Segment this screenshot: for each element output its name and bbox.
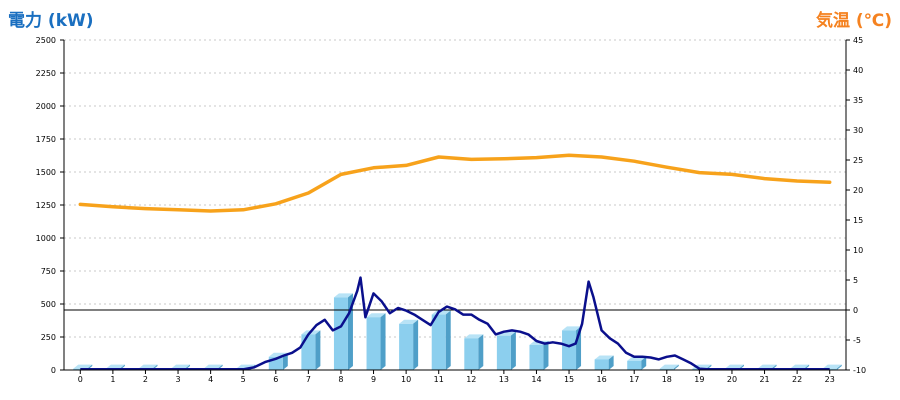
power-bar-front [399, 324, 413, 370]
right-tick-label: 25 [853, 156, 863, 165]
right-tick-label: 5 [853, 276, 858, 285]
power-bar [595, 355, 614, 370]
right-tick-label: 20 [853, 186, 863, 195]
left-tick-label: 750 [41, 267, 56, 276]
right-tick-label: 30 [853, 126, 863, 135]
x-tick-label: 17 [629, 375, 639, 384]
left-tick-label: 2000 [36, 102, 56, 111]
left-tick-label: 0 [51, 366, 56, 375]
power-bar-front [497, 336, 511, 370]
right-tick-label: 45 [853, 36, 863, 45]
power-line [80, 278, 829, 370]
power-bar-front [627, 361, 641, 370]
left-tick-label: 250 [41, 333, 56, 342]
power-bar-side [446, 311, 451, 370]
power-bar [399, 320, 418, 370]
x-tick-label: 3 [175, 375, 180, 384]
power-bar [497, 332, 516, 370]
x-tick-label: 6 [273, 375, 278, 384]
right-tick-label: -5 [853, 336, 861, 345]
power-bar [660, 365, 679, 370]
grid-lines [64, 40, 846, 337]
power-bar [627, 357, 646, 370]
x-tick-label: 5 [241, 375, 246, 384]
power-bar-side [511, 332, 516, 370]
right-tick-label: 15 [853, 216, 863, 225]
left-tick-label: 1250 [36, 201, 56, 210]
axes [60, 40, 850, 374]
power-bar [301, 330, 320, 370]
x-tick-label: 21 [759, 375, 769, 384]
x-tick-label: 7 [306, 375, 311, 384]
right-tick-label: 35 [853, 96, 863, 105]
left-tick-label: 1000 [36, 234, 56, 243]
x-tick-label: 22 [792, 375, 802, 384]
power-bar-front [367, 317, 381, 370]
power-bar-front [464, 338, 478, 370]
power-bar-side [413, 320, 418, 370]
x-tick-label: 4 [208, 375, 213, 384]
left-tick-label: 2250 [36, 69, 56, 78]
power-bar [464, 334, 483, 370]
left-tick-label: 2500 [36, 36, 56, 45]
x-tick-label: 20 [727, 375, 737, 384]
power-bar-front [529, 345, 543, 370]
power-bar [529, 341, 548, 370]
power-bar-front [301, 334, 315, 370]
x-tick-label: 8 [338, 375, 343, 384]
right-tick-label: 0 [853, 306, 858, 315]
x-tick-label: 12 [466, 375, 476, 384]
power-bar-side [315, 330, 320, 370]
power-bar-front [432, 315, 446, 370]
right-tick-label: 40 [853, 66, 863, 75]
x-tick-label: 0 [78, 375, 83, 384]
power-bar-side [478, 334, 483, 370]
left-tick-label: 500 [41, 300, 56, 309]
right-tick-label: 10 [853, 246, 863, 255]
left-tick-label: 1500 [36, 168, 56, 177]
x-tick-label: 9 [371, 375, 376, 384]
x-tick-label: 23 [825, 375, 835, 384]
x-tick-label: 1 [110, 375, 115, 384]
x-tick-label: 11 [434, 375, 444, 384]
power-bar [367, 313, 386, 370]
power-bar-front [595, 359, 609, 370]
x-tick-label: 14 [531, 375, 541, 384]
x-tick-label: 13 [499, 375, 509, 384]
power-bar-side [381, 313, 386, 370]
x-tick-label: 16 [597, 375, 607, 384]
x-tick-label: 10 [401, 375, 411, 384]
x-tick-label: 18 [662, 375, 672, 384]
power-bars [73, 293, 841, 370]
left-tick-label: 1750 [36, 135, 56, 144]
power-bar-side [543, 341, 548, 370]
x-tick-label: 15 [564, 375, 574, 384]
temperature-line [80, 155, 829, 211]
x-tick-label: 2 [143, 375, 148, 384]
x-tick-label: 19 [694, 375, 704, 384]
power-bar-front [334, 297, 348, 370]
power-bar-front [562, 330, 576, 370]
power-bar [334, 293, 353, 370]
right-tick-label: -10 [853, 366, 866, 375]
